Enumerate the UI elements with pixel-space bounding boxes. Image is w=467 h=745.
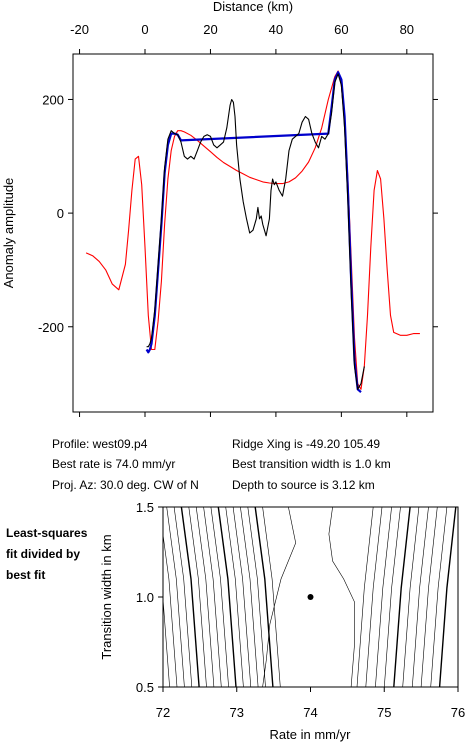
contour-line xyxy=(384,507,401,687)
contour-line xyxy=(217,507,237,687)
contour-line xyxy=(163,594,170,687)
ridge-crossing: Ridge Xing is -49.20 105.49 xyxy=(232,437,381,451)
contour-note: Least-squares fit divided by best fit xyxy=(6,523,87,586)
contour-y-axis-label: Transition width in km xyxy=(99,534,114,659)
contour-line xyxy=(393,507,411,687)
note-line: best fit xyxy=(6,568,46,582)
profile-x-tick-label: -20 xyxy=(70,22,89,37)
profile-x-tick-label: 40 xyxy=(269,22,283,37)
contour-y-tick-label: 1.5 xyxy=(136,500,154,515)
profile-name: Profile: west09.p4 xyxy=(52,437,148,451)
contour-line xyxy=(163,532,178,687)
profile-x-tick-label: 60 xyxy=(334,22,348,37)
projection-azimuth: Proj. Az: 30.0 deg. CW of N xyxy=(52,478,199,492)
note-line: Least-squares xyxy=(6,526,88,540)
profile-plot-frame xyxy=(72,53,434,413)
series-line-model xyxy=(85,70,420,390)
best-rate: Best rate is 74.0 mm/yr xyxy=(52,457,176,471)
misfit-contour-chart: Rate in mm/yr Transition width in km 72 7… xyxy=(99,500,465,742)
contour-line xyxy=(254,507,274,687)
contour-line xyxy=(412,507,429,687)
contour-x-tick-label: 75 xyxy=(377,705,391,720)
contour-x-axis-label: Rate in mm/yr xyxy=(270,727,352,742)
contour-line xyxy=(232,507,252,687)
contour-line xyxy=(430,507,448,687)
contour-line xyxy=(180,507,200,687)
best-fit-point xyxy=(307,594,314,600)
magnetic-profile-chart: Distance (km) Anomaly amplitude -20 0 20 40… xyxy=(1,0,438,417)
contour-line xyxy=(195,507,215,687)
contour-line xyxy=(356,507,374,687)
contour-line xyxy=(365,507,383,687)
note-line: fit divided by xyxy=(6,547,81,561)
contour-line xyxy=(188,507,207,687)
series-line-observed-data xyxy=(146,73,365,390)
profile-x-axis-label: Distance (km) xyxy=(213,0,293,14)
contour-y-tick-label: 1.0 xyxy=(136,590,154,605)
profile-y-tick-label: 0 xyxy=(57,206,64,221)
contour-line xyxy=(420,507,438,687)
contour-x-tick-label: 73 xyxy=(230,705,244,720)
profile-x-tick-label: 0 xyxy=(141,22,148,37)
contour-x-tick-label: 72 xyxy=(156,705,170,720)
contour-line xyxy=(402,507,420,687)
profile-x-tick-label: 20 xyxy=(203,22,217,37)
contour-line xyxy=(210,507,229,687)
contour-x-tick-label: 74 xyxy=(303,705,317,720)
profile-y-axis-label: Anomaly amplitude xyxy=(1,178,16,289)
contour-line xyxy=(173,507,193,687)
contour-line xyxy=(203,507,222,687)
profile-y-tick-label: -200 xyxy=(38,320,64,335)
contour-line xyxy=(375,507,392,687)
contour-y-tick-label: 0.5 xyxy=(136,680,154,695)
contour-line xyxy=(262,507,281,687)
contour-line-min xyxy=(262,507,355,687)
best-transition-width: Best transition width is 1.0 km xyxy=(232,457,391,471)
depth-to-source: Depth to source is 3.12 km xyxy=(232,478,375,492)
profile-x-tick-label: 80 xyxy=(400,22,414,37)
profile-y-tick-label: 200 xyxy=(42,92,64,107)
contour-line xyxy=(438,507,457,687)
series-line-observed-fit xyxy=(145,71,362,393)
contour-line xyxy=(225,507,244,687)
contour-x-tick-label: 76 xyxy=(451,705,465,720)
contour-line xyxy=(240,507,259,687)
contour-line xyxy=(166,507,185,687)
contour-line xyxy=(247,507,266,687)
